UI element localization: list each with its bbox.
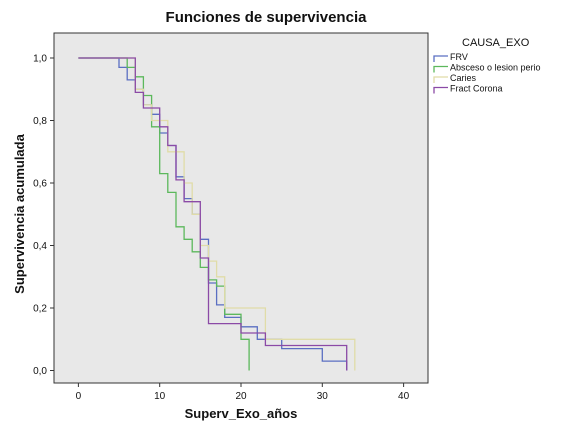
y-tick-label: 0,0: [33, 366, 47, 377]
y-tick-label: 0,4: [33, 241, 47, 252]
x-tick-label: 20: [235, 391, 247, 402]
x-axis: 0 10 20 30 40: [76, 383, 410, 402]
series-layer: [78, 57, 356, 371]
x-tick-label: 30: [317, 391, 329, 402]
y-tick-label: 0,8: [33, 116, 47, 127]
x-tick-label: 0: [76, 391, 82, 402]
y-tick-label: 0,6: [33, 179, 47, 190]
y-tick-label: 0,2: [33, 304, 47, 315]
legend-swatch: [433, 76, 448, 83]
y-axis-label: Supervivencia acumulada: [12, 133, 27, 293]
legend-label: Fract Corona: [450, 84, 503, 94]
legend-swatch: [433, 86, 448, 94]
y-tick-label: 1,0: [33, 54, 47, 65]
series-line-4: [78, 57, 348, 371]
chart-title: Funciones de supervivencia: [166, 9, 368, 26]
legend-swatch: [433, 65, 448, 73]
x-axis-label: Superv_Exo_años: [185, 406, 298, 421]
x-tick-label: 40: [398, 391, 410, 402]
y-axis: 0,0 0,2 0,4 0,6 0,8 1,0: [33, 54, 54, 377]
legend-title: CAUSA_EXO: [462, 37, 530, 49]
legend-swatch: [433, 55, 448, 62]
x-tick-label: 10: [154, 391, 166, 402]
legend-label: FRV: [450, 52, 468, 62]
legend-label: Absceso o lesion perio: [450, 63, 541, 73]
series-line-3: [78, 57, 356, 371]
legend-label: Caries: [450, 73, 477, 83]
